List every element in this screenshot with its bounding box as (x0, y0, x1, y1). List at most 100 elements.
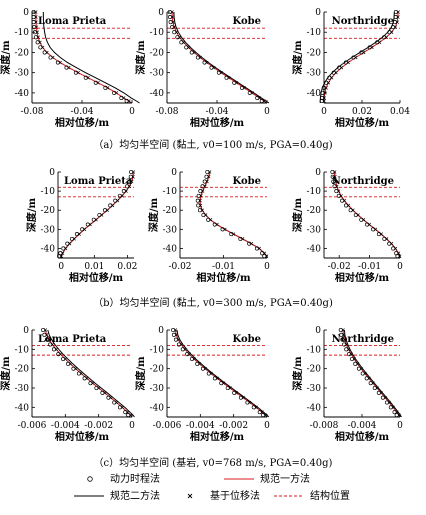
displacement-point (355, 362, 360, 366)
dynamic-point (42, 332, 47, 337)
x-tick-label: 0 (397, 421, 403, 431)
displacement-point (198, 203, 203, 208)
displacement-point (99, 213, 104, 217)
y-tick-label: -30 (150, 384, 165, 394)
dynamic-point (229, 232, 234, 237)
x-tick-label: 0 (264, 421, 270, 431)
x-tick-label: -0.02 (168, 262, 191, 272)
displacement-point (200, 189, 205, 193)
displacement-point (257, 246, 261, 251)
displacement-point (73, 366, 78, 371)
dynamic-point (359, 50, 364, 55)
y-tick-label: 0 (171, 168, 177, 178)
dynamic-point (212, 376, 218, 381)
displacement-point (333, 175, 337, 179)
dynamic-point (176, 342, 182, 347)
dynamic-point (319, 98, 324, 104)
y-tick-label: -30 (307, 225, 322, 235)
displacement-point (90, 381, 95, 385)
panel-title: Northridge (332, 334, 394, 345)
displacement-point (131, 175, 135, 179)
displacement-point (203, 184, 207, 189)
x-axis-label: 相对位移/m (55, 116, 110, 129)
dynamic-point (112, 400, 117, 405)
displacement-point (346, 60, 350, 65)
panel-4: 0 -10 -20 -30 -40 -0.02 -0.01 0 相对位移/m 深度/m Kobe (147, 168, 270, 284)
displacement-point (383, 395, 387, 400)
dynamic-point (247, 90, 252, 95)
dynamic-point (94, 385, 99, 391)
y-tick-label: -30 (41, 225, 56, 235)
y-tick-label: -10 (307, 187, 322, 197)
y-axis-label: 深度/m (291, 356, 304, 391)
dynamic-point (206, 217, 211, 222)
displacement-point (177, 35, 182, 40)
dynamic-point (55, 60, 60, 65)
displacement-point (257, 96, 262, 100)
displacement-point (186, 45, 191, 50)
x-axis-label: 相对位移/m (190, 116, 245, 129)
dynamic-point (56, 352, 61, 357)
dynamic-point (353, 361, 358, 366)
displacement-point (197, 362, 202, 366)
displacement-point (231, 232, 236, 236)
dynamic-point (119, 95, 124, 100)
dynamic-point (127, 179, 132, 184)
displacement-point (192, 50, 196, 55)
dynamic-point (344, 203, 349, 208)
x-axis-label: 相对位移/m (335, 271, 390, 284)
x-tick-label: 0.02 (352, 107, 372, 117)
dynamic-point (170, 25, 175, 30)
displacement-point (114, 91, 119, 95)
displacement-point (170, 15, 174, 19)
dynamic-point (224, 75, 229, 80)
dynamic-point (179, 40, 184, 45)
displacement-point (375, 386, 379, 390)
panel-title: Northridge (332, 176, 394, 187)
displacement-point (356, 213, 360, 217)
displacement-point (203, 213, 208, 217)
y-tick-label: -40 (163, 244, 178, 254)
displacement-point (128, 413, 133, 417)
y-tick-label: -10 (150, 345, 165, 355)
displacement-point (105, 86, 110, 90)
x-tick-label: -0.002 (84, 421, 113, 431)
dynamic-point (382, 35, 387, 40)
y-tick-label: 0 (23, 326, 29, 336)
displacement-point (76, 70, 80, 75)
displacement-point (121, 96, 126, 100)
displacement-point (384, 35, 389, 40)
dynamic-point (44, 337, 50, 342)
displacement-point (171, 20, 175, 24)
displacement-point (367, 222, 372, 227)
dynamic-point (195, 361, 200, 366)
dynamic-point (32, 25, 37, 30)
dynamic-point (41, 327, 46, 333)
displacement-point (384, 237, 389, 241)
dynamic-point (245, 400, 250, 405)
dynamic-point (80, 227, 85, 232)
displacement-point (221, 381, 226, 385)
y-axis-label: 深度/m (291, 197, 304, 232)
panel-title: Northridge (332, 16, 394, 27)
displacement-point (114, 400, 119, 405)
dynamic-point (232, 390, 237, 395)
x-tick-label: 0 (129, 421, 135, 431)
displacement-point (363, 371, 367, 376)
dynamic-point (346, 352, 352, 357)
dynamic-point (330, 174, 335, 179)
dynamic-point (344, 347, 349, 352)
dynamic-point (121, 189, 126, 194)
displacement-point (198, 198, 202, 203)
dynamic-point (238, 395, 244, 400)
x-tick-label: 0 (264, 107, 270, 117)
y-tick-label: -10 (163, 187, 178, 197)
displacement-point (63, 246, 68, 251)
dynamic-point (349, 356, 355, 362)
legend-label-disp: 基于位移法 (210, 489, 260, 502)
dynamic-point (351, 55, 356, 60)
dynamic-point (200, 366, 206, 371)
dynamic-point (232, 80, 237, 85)
